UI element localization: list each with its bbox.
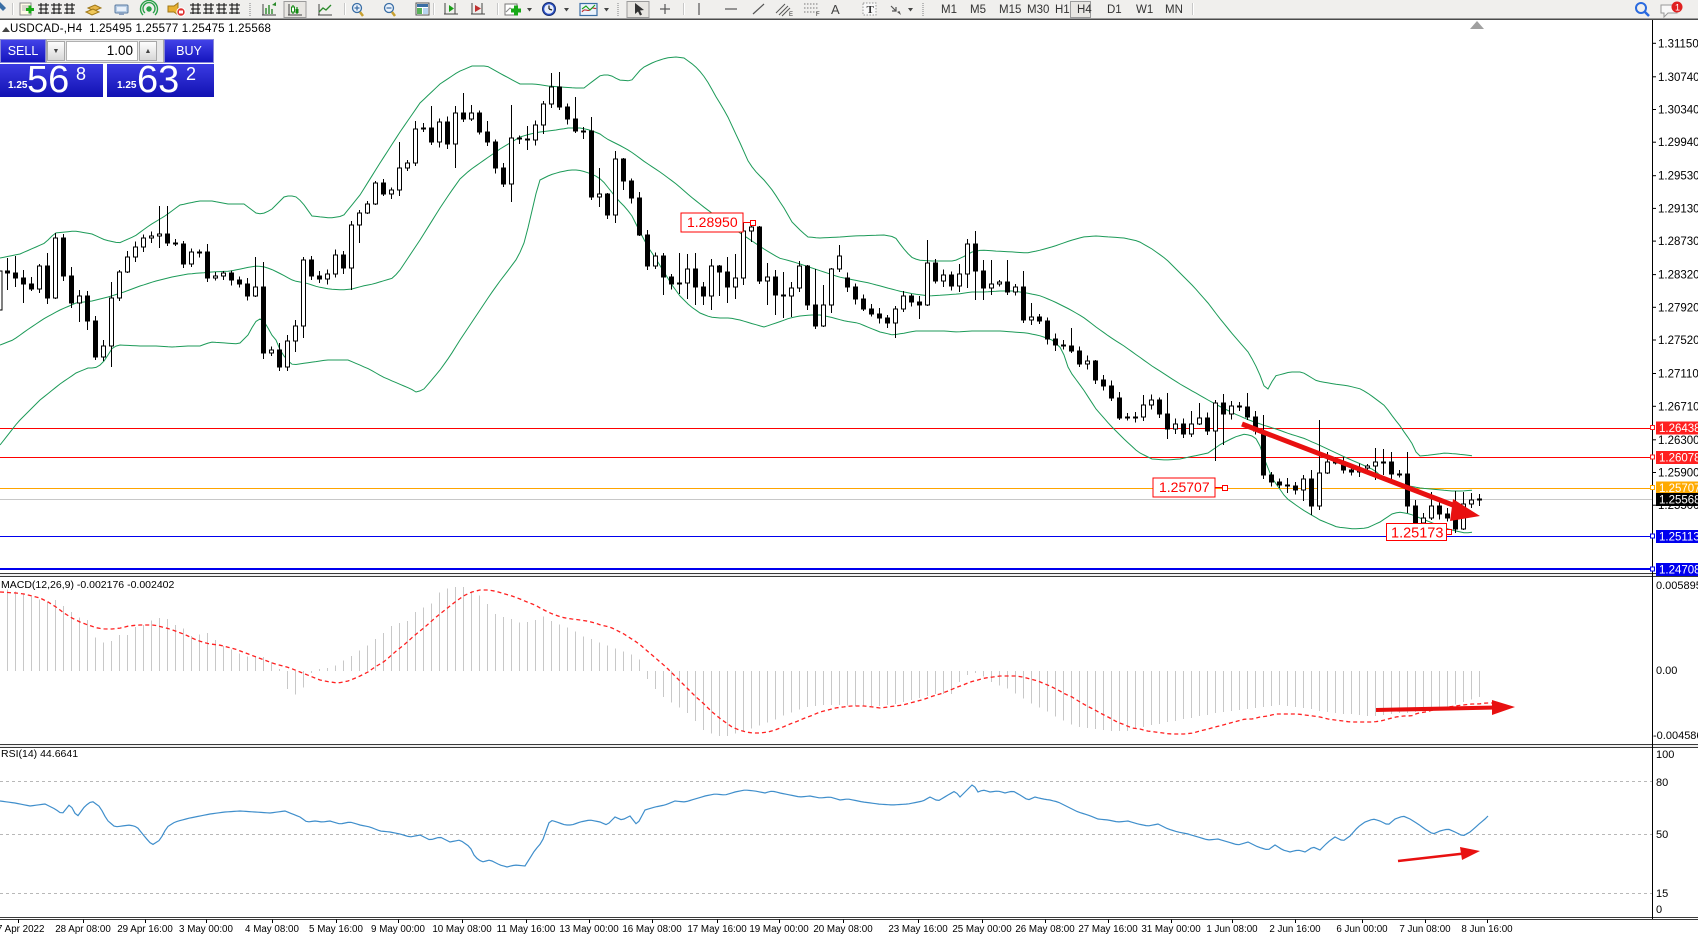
svg-text:25 May 00:00: 25 May 00:00 (952, 924, 1012, 935)
svg-text:H4: H4 (1077, 4, 1092, 16)
svg-text:-0.004586: -0.004586 (1653, 730, 1698, 742)
svg-text:1.28730: 1.28730 (1658, 236, 1698, 248)
svg-text:23 May 16:00: 23 May 16:00 (888, 924, 948, 935)
svg-text:M15: M15 (999, 4, 1021, 16)
svg-text:100: 100 (1656, 749, 1674, 761)
svg-text:M5: M5 (970, 4, 986, 16)
svg-text:M1: M1 (941, 4, 957, 16)
svg-text:28 Apr 08:00: 28 Apr 08:00 (55, 924, 111, 935)
svg-text:1.25707: 1.25707 (1159, 479, 1210, 495)
svg-text:20 May 08:00: 20 May 08:00 (813, 924, 873, 935)
svg-text:1.26300: 1.26300 (1658, 435, 1698, 447)
svg-text:W1: W1 (1136, 4, 1153, 16)
svg-text:1.25568: 1.25568 (1659, 495, 1698, 507)
svg-text:7 Jun 08:00: 7 Jun 08:00 (1399, 924, 1451, 935)
svg-text:RSI(14) 44.6641: RSI(14) 44.6641 (1, 748, 78, 760)
svg-text:6 Jun 00:00: 6 Jun 00:00 (1336, 924, 1388, 935)
svg-text:1.26438: 1.26438 (1659, 423, 1698, 435)
svg-text:1.25113: 1.25113 (1659, 532, 1698, 544)
svg-text:1.27920: 1.27920 (1658, 302, 1698, 314)
svg-text:3 May 00:00: 3 May 00:00 (179, 924, 233, 935)
svg-text:1.29130: 1.29130 (1658, 203, 1698, 215)
svg-text:80: 80 (1656, 777, 1668, 789)
svg-text:M30: M30 (1027, 4, 1049, 16)
svg-text:1.24708: 1.24708 (1659, 565, 1698, 577)
svg-text:D1: D1 (1107, 4, 1122, 16)
svg-text:29 Apr 16:00: 29 Apr 16:00 (117, 924, 173, 935)
svg-text:8 Jun 16:00: 8 Jun 16:00 (1461, 924, 1513, 935)
svg-text:1.25707: 1.25707 (1659, 483, 1698, 495)
svg-text:1.29940: 1.29940 (1658, 137, 1698, 149)
svg-text:27 Apr 2022: 27 Apr 2022 (0, 924, 44, 935)
svg-text:5 May 16:00: 5 May 16:00 (309, 924, 363, 935)
svg-text:MN: MN (1165, 4, 1183, 16)
svg-text:50: 50 (1656, 829, 1668, 841)
svg-text:4 May 08:00: 4 May 08:00 (245, 924, 299, 935)
svg-text:E: E (789, 12, 793, 18)
svg-text:1.29530: 1.29530 (1658, 171, 1698, 183)
svg-text:2 Jun 16:00: 2 Jun 16:00 (1269, 924, 1321, 935)
svg-text:A: A (831, 2, 840, 17)
svg-text:1.26710: 1.26710 (1658, 401, 1698, 413)
svg-text:31 May 00:00: 31 May 00:00 (1141, 924, 1201, 935)
svg-text:1.27110: 1.27110 (1658, 369, 1698, 381)
svg-text:H1: H1 (1055, 4, 1070, 16)
svg-text:0.005895: 0.005895 (1656, 580, 1698, 592)
svg-text:13 May 00:00: 13 May 00:00 (559, 924, 619, 935)
svg-text:19 May 00:00: 19 May 00:00 (749, 924, 809, 935)
svg-text:1.28320: 1.28320 (1658, 270, 1698, 282)
svg-text:1: 1 (1675, 3, 1680, 13)
svg-text:1.26078: 1.26078 (1659, 453, 1698, 465)
svg-text:1.25173: 1.25173 (1391, 526, 1443, 542)
svg-text:11 May 16:00: 11 May 16:00 (497, 924, 556, 935)
svg-text:16 May 08:00: 16 May 08:00 (622, 924, 682, 935)
svg-text:1 Jun 08:00: 1 Jun 08:00 (1206, 924, 1258, 935)
svg-text:27 May 16:00: 27 May 16:00 (1078, 924, 1138, 935)
svg-text:1.28950: 1.28950 (687, 214, 738, 230)
svg-text:F: F (816, 12, 820, 18)
svg-text:17 May 16:00: 17 May 16:00 (687, 924, 747, 935)
svg-text:15: 15 (1656, 888, 1668, 900)
svg-text:1.25900: 1.25900 (1658, 468, 1698, 480)
svg-text:1.27520: 1.27520 (1658, 335, 1698, 347)
svg-text:0.00: 0.00 (1656, 665, 1677, 677)
svg-text:1.30740: 1.30740 (1658, 72, 1698, 84)
svg-text:MACD(12,26,9) -0.002176 -0.002: MACD(12,26,9) -0.002176 -0.002402 (1, 579, 175, 591)
svg-text:0: 0 (1656, 904, 1662, 916)
svg-text:1.30340: 1.30340 (1658, 105, 1698, 117)
svg-text:26 May 08:00: 26 May 08:00 (1015, 924, 1075, 935)
svg-text:T: T (867, 4, 875, 16)
svg-text:1.31150: 1.31150 (1658, 38, 1698, 50)
svg-text:10 May 08:00: 10 May 08:00 (432, 924, 492, 935)
svg-text:9 May 00:00: 9 May 00:00 (371, 924, 425, 935)
